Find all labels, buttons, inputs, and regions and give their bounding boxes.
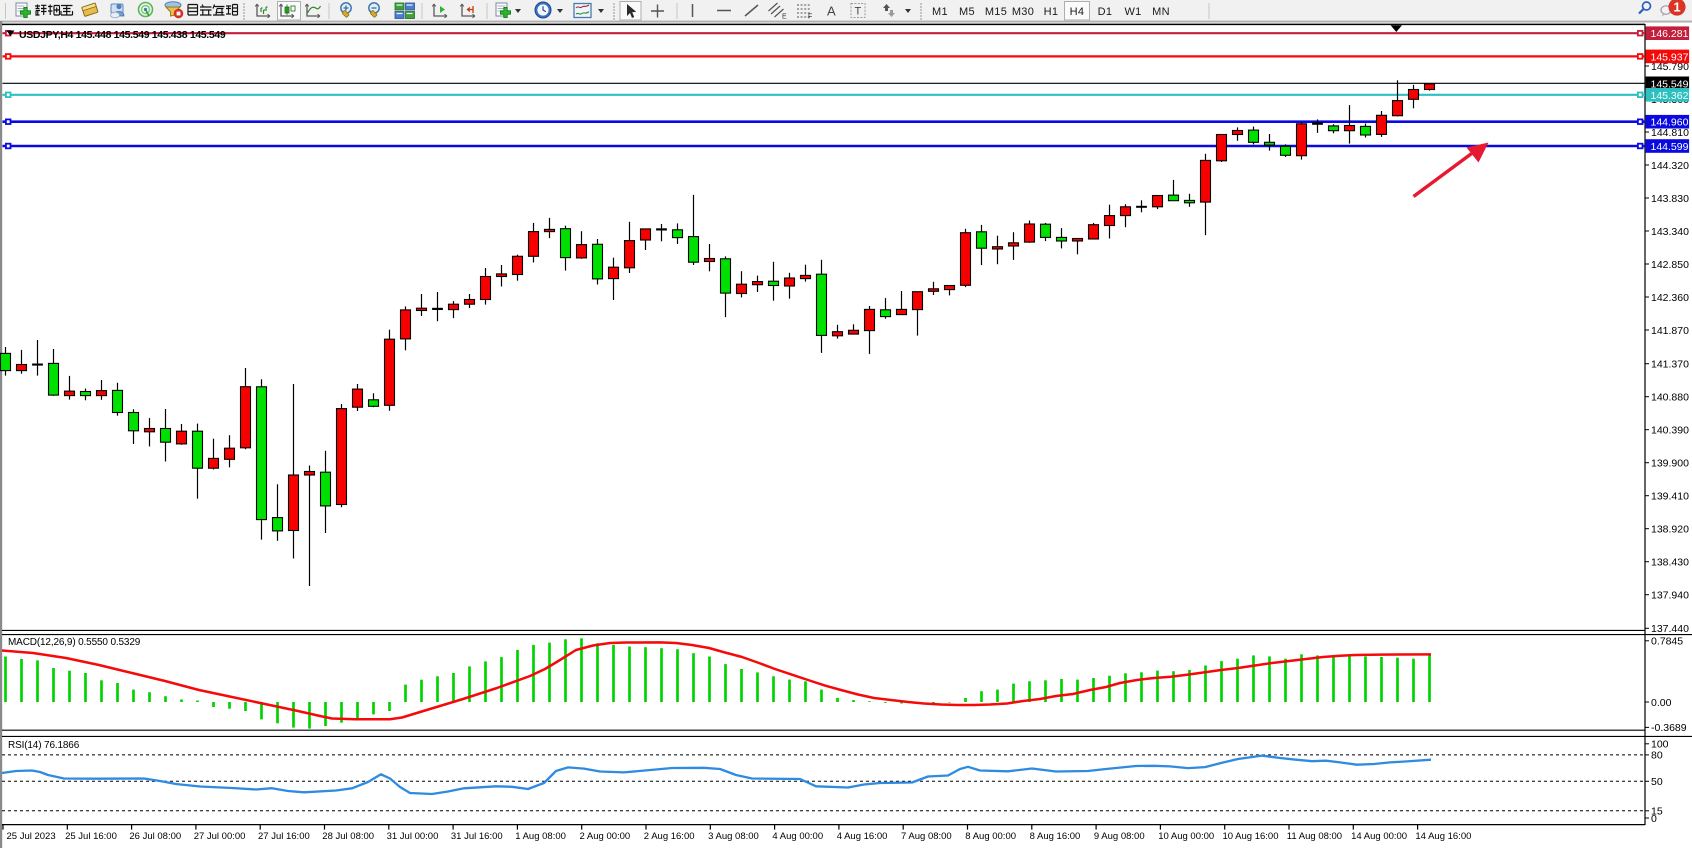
svg-text:31 Jul 16:00: 31 Jul 16:00 xyxy=(451,831,503,842)
svg-text:M1: M1 xyxy=(932,6,948,18)
svg-text:143.340: 143.340 xyxy=(1651,226,1689,238)
svg-text:3 Aug 08:00: 3 Aug 08:00 xyxy=(708,831,759,842)
svg-text:4 Aug 00:00: 4 Aug 00:00 xyxy=(772,831,823,842)
svg-text:15: 15 xyxy=(1651,806,1663,818)
svg-text:2 Aug 00:00: 2 Aug 00:00 xyxy=(580,831,631,842)
svg-text:M30: M30 xyxy=(1012,6,1034,18)
svg-text:4 Aug 16:00: 4 Aug 16:00 xyxy=(837,831,888,842)
svg-text:139.410: 139.410 xyxy=(1651,491,1689,503)
svg-text:80: 80 xyxy=(1651,750,1663,762)
svg-text:10 Aug 16:00: 10 Aug 16:00 xyxy=(1223,831,1279,842)
svg-text:141.370: 141.370 xyxy=(1651,359,1689,371)
svg-text:F: F xyxy=(808,14,812,21)
svg-text:M5: M5 xyxy=(959,6,975,18)
svg-text:26 Jul 08:00: 26 Jul 08:00 xyxy=(129,831,181,842)
svg-text:137.940: 137.940 xyxy=(1651,590,1689,602)
svg-text:142.850: 142.850 xyxy=(1651,259,1689,271)
svg-text:2 Aug 16:00: 2 Aug 16:00 xyxy=(644,831,695,842)
svg-text:100: 100 xyxy=(1651,739,1669,751)
svg-text:8 Aug 16:00: 8 Aug 16:00 xyxy=(1030,831,1081,842)
svg-text:144.810: 144.810 xyxy=(1651,127,1689,139)
svg-text:1 Aug 08:00: 1 Aug 08:00 xyxy=(515,831,566,842)
svg-text:1: 1 xyxy=(1673,0,1680,15)
svg-text:145.790: 145.790 xyxy=(1651,61,1689,73)
svg-text:MACD(12,26,9) 0.5550 0.5329: MACD(12,26,9) 0.5550 0.5329 xyxy=(8,637,141,648)
svg-text:MN: MN xyxy=(1152,6,1170,18)
svg-text:14 Aug 16:00: 14 Aug 16:00 xyxy=(1415,831,1471,842)
svg-text:0.00: 0.00 xyxy=(1651,697,1672,709)
svg-text:D1: D1 xyxy=(1098,6,1113,18)
svg-text:USDJPY,H4 145.448 145.549 145: USDJPY,H4 145.448 145.549 145.438 145.54… xyxy=(19,29,226,41)
svg-text:144.960: 144.960 xyxy=(1651,117,1689,129)
svg-text:25 Jul 16:00: 25 Jul 16:00 xyxy=(65,831,117,842)
svg-text:7 Aug 08:00: 7 Aug 08:00 xyxy=(901,831,952,842)
svg-text:50: 50 xyxy=(1651,776,1663,788)
svg-text:A: A xyxy=(827,4,836,19)
svg-text:139.900: 139.900 xyxy=(1651,458,1689,470)
svg-text:14 Aug 00:00: 14 Aug 00:00 xyxy=(1351,831,1407,842)
svg-text:E: E xyxy=(782,14,787,21)
svg-text:25 Jul 2023: 25 Jul 2023 xyxy=(7,831,56,842)
svg-text:145.362: 145.362 xyxy=(1651,90,1689,102)
svg-text:M15: M15 xyxy=(985,6,1007,18)
svg-text:143.830: 143.830 xyxy=(1651,193,1689,205)
svg-text:140.880: 140.880 xyxy=(1651,392,1689,404)
svg-text:11 Aug 08:00: 11 Aug 08:00 xyxy=(1287,831,1342,842)
svg-text:0: 0 xyxy=(1651,813,1657,825)
svg-text:W1: W1 xyxy=(1124,6,1141,18)
svg-text:145.549: 145.549 xyxy=(1651,78,1689,90)
svg-text:10 Aug 00:00: 10 Aug 00:00 xyxy=(1158,831,1214,842)
svg-text:145.937: 145.937 xyxy=(1651,51,1689,63)
svg-text:0.7845: 0.7845 xyxy=(1651,636,1683,648)
svg-text:142.360: 142.360 xyxy=(1651,292,1689,304)
svg-text:27 Jul 00:00: 27 Jul 00:00 xyxy=(194,831,246,842)
svg-text:-0.3689: -0.3689 xyxy=(1651,722,1687,734)
svg-text:137.440: 137.440 xyxy=(1651,623,1689,635)
svg-text:138.920: 138.920 xyxy=(1651,524,1689,536)
svg-text:9 Aug 08:00: 9 Aug 08:00 xyxy=(1094,831,1145,842)
svg-text:8 Aug 00:00: 8 Aug 00:00 xyxy=(965,831,1016,842)
svg-text:140.390: 140.390 xyxy=(1651,425,1689,437)
svg-text:144.599: 144.599 xyxy=(1651,141,1689,153)
svg-text:H1: H1 xyxy=(1044,6,1059,18)
svg-text:28 Jul 08:00: 28 Jul 08:00 xyxy=(322,831,374,842)
svg-text:27 Jul 16:00: 27 Jul 16:00 xyxy=(258,831,310,842)
svg-text:146.281: 146.281 xyxy=(1651,28,1689,40)
svg-text:138.430: 138.430 xyxy=(1651,557,1689,569)
svg-text:31 Jul 00:00: 31 Jul 00:00 xyxy=(387,831,439,842)
svg-text:T: T xyxy=(855,6,862,18)
svg-text:144.320: 144.320 xyxy=(1651,160,1689,172)
svg-text:RSI(14) 76.1866: RSI(14) 76.1866 xyxy=(8,740,80,751)
svg-text:H4: H4 xyxy=(1070,6,1085,18)
svg-text:141.870: 141.870 xyxy=(1651,325,1689,337)
